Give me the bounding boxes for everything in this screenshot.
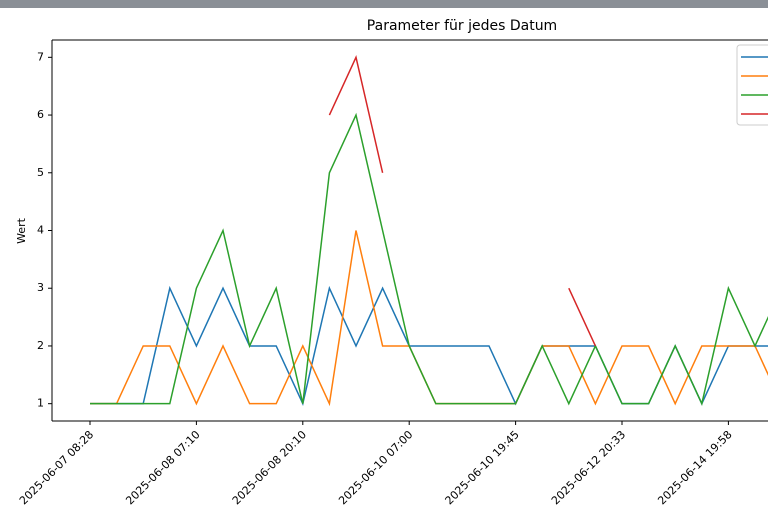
- y-axis-label: Wert: [15, 217, 28, 244]
- x-tick-label: 2025-06-10 07:00: [336, 428, 415, 507]
- title-bar: [0, 0, 768, 8]
- plot-area: 1 2 3 4 5 6 7 2025-06-07 08:28 2025-06-08 07:10 2…: [17, 39, 768, 507]
- legend-box: [736, 44, 768, 126]
- y-tick-label: 3: [37, 281, 44, 294]
- y-tick-label: 2: [37, 339, 44, 352]
- x-tick-label: 2025-06-12 20:33: [549, 428, 628, 507]
- y-tick-label: 4: [37, 224, 44, 237]
- x-tick-label: 2025-06-14 19:58: [655, 428, 734, 507]
- series-line: [90, 230, 768, 407]
- series-line: [90, 112, 768, 406]
- y-tick-label: 6: [37, 108, 44, 121]
- chart-title: Parameter für jedes Datum: [367, 18, 557, 34]
- y-tick-label: 7: [37, 50, 44, 63]
- x-tick-label: 2025-06-10 19:45: [443, 428, 522, 507]
- x-tick-label: 2025-06-07 08:28: [17, 428, 96, 507]
- y-tick-label: 5: [37, 166, 44, 179]
- series-line: [328, 55, 597, 347]
- x-tick-label: 2025-06-08 07:10: [123, 428, 202, 507]
- x-tick-label: 2025-06-08 20:10: [230, 428, 309, 507]
- y-tick-label: 1: [37, 397, 44, 410]
